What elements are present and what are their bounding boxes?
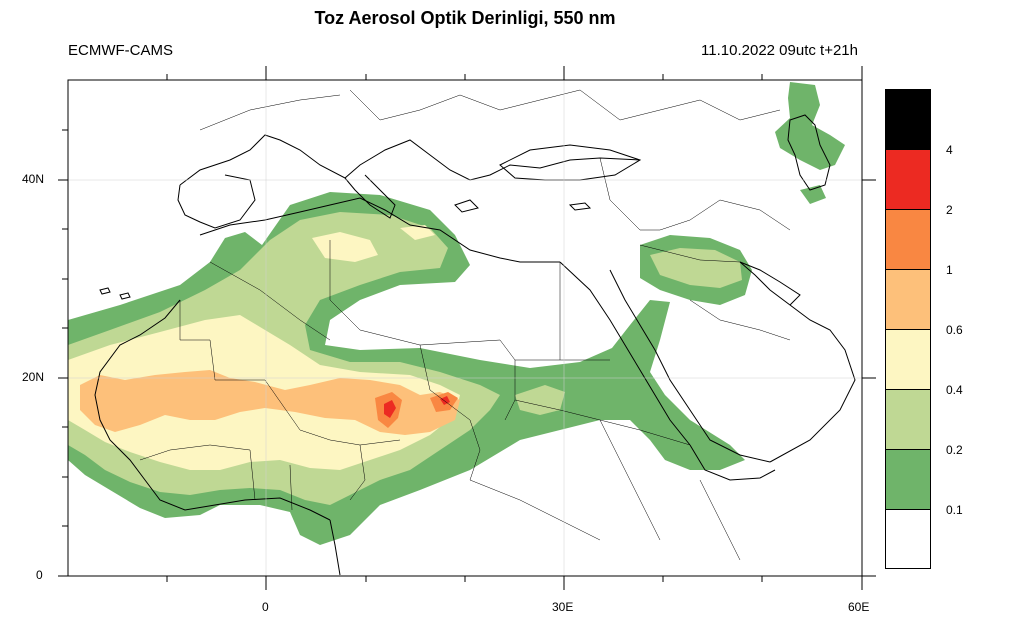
aod-band-0.1-caspian-south	[800, 185, 826, 204]
axis-ticks	[58, 66, 876, 590]
dust-field	[68, 82, 845, 545]
legend-label-0.2: 0.2	[946, 443, 963, 457]
legend-swatch-4plus	[886, 90, 930, 150]
aod-band-0.4-atlas	[312, 232, 378, 262]
aod-band-2-core-east	[440, 396, 450, 405]
legend-label-0.4: 0.4	[946, 383, 963, 397]
legend-swatch-1-2	[886, 210, 930, 270]
legend-swatch-0.4-0.6	[886, 330, 930, 390]
coastlines	[94, 114, 856, 576]
legend-swatch-0.1-0.2	[886, 450, 930, 510]
legend-label-2: 2	[946, 203, 953, 217]
legend-swatch-2-4	[886, 150, 930, 210]
lat-label-20n: 20N	[22, 370, 45, 384]
lat-label-0: 0	[36, 568, 43, 582]
lon-label-0: 0	[262, 600, 269, 614]
legend-label-1: 1	[946, 263, 953, 277]
lon-label-30e: 30E	[552, 600, 574, 614]
legend-swatch-0.2-0.4	[886, 390, 930, 450]
aod-band-0.4-libya	[400, 225, 435, 240]
chart-title: Toz Aerosol Optik Derinligi, 550 nm	[314, 8, 616, 28]
color-bar-legend	[885, 89, 931, 569]
model-source-label: ECMWF-CAMS	[68, 42, 173, 59]
gridlines	[68, 80, 862, 576]
aod-band-0.2-arabia	[650, 248, 742, 288]
legend-label-4: 4	[946, 143, 953, 157]
legend-label-0.6: 0.6	[946, 323, 963, 337]
aod-band-0.2-sahel-east	[515, 385, 565, 415]
lat-label-40n: 40N	[22, 172, 45, 186]
legend-swatch-below-0.1	[886, 510, 930, 568]
legend-label-0.1: 0.1	[946, 503, 963, 517]
country-borders	[139, 89, 791, 561]
aod-band-0.1-caspian	[775, 82, 845, 170]
lon-label-60e: 60E	[848, 600, 870, 614]
aod-band-0.6	[80, 370, 460, 435]
aod-band-2-core	[384, 400, 396, 418]
legend-swatch-0.6-1	[886, 270, 930, 330]
valid-time-label: 11.10.2022 09utc t+21h	[701, 42, 858, 59]
